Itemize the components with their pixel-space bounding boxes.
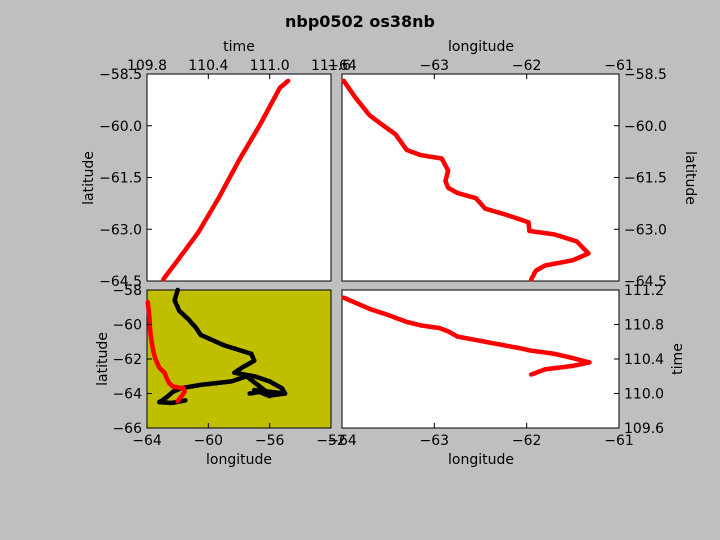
data-points	[161, 78, 291, 282]
panel-map: −64 −60 −56 −52 −58−60−62−64−66 longitude l…	[95, 283, 346, 468]
x-tick-label: −64	[327, 58, 357, 74]
series-0	[341, 78, 591, 282]
data-point	[529, 277, 534, 282]
y-tick-label: −63.0	[624, 222, 667, 238]
y-tick-label: −60	[112, 318, 142, 334]
figure-title: nbp0502 os38nb	[285, 12, 435, 31]
y-tick-label: −64.5	[99, 274, 142, 290]
data-point	[175, 399, 180, 404]
y-axis-label: time	[670, 343, 686, 375]
x-tick-labels: −64 −63 −62 −61	[327, 423, 634, 449]
y-axis-label: latitude	[95, 332, 111, 386]
y-tick-label: −60.0	[624, 119, 667, 135]
y-tick-label: −58	[112, 283, 142, 299]
y-tick-label: −58.5	[99, 67, 142, 83]
x-tick-labels: 109.8 110.4 111.0 111.6	[127, 58, 351, 79]
x-tick-label: 111.6	[311, 58, 351, 74]
y-tick-label: −60.0	[99, 119, 142, 135]
y-tick-label: 111.2	[624, 283, 664, 299]
x-axis-label: longitude	[448, 39, 514, 55]
x-tick-label: 110.4	[188, 58, 228, 74]
x-axis-label: time	[223, 39, 255, 55]
x-tick-label: −61	[604, 433, 634, 449]
panel-lat-vs-lon: −64 −63 −62 −61 −58.5 −60.0 −61.5 −63.0 −64.5 l…	[327, 39, 698, 290]
panel-time-vs-lon: −64 −63 −62 −61 111.2 110.8 110.4 110.0 109.6 l…	[327, 283, 686, 468]
y-tick-label: −64.5	[624, 274, 667, 290]
x-axis-label: longitude	[448, 452, 514, 468]
y-tick-label: 109.6	[624, 421, 664, 437]
y-tick-labels: −58 −60 −62 −64 −66	[112, 283, 152, 437]
plot-area	[341, 73, 620, 282]
data-point	[529, 372, 534, 377]
data-points	[145, 287, 288, 406]
data-points	[341, 78, 591, 282]
x-tick-label: −62	[512, 58, 542, 74]
x-tick-label: −56	[255, 433, 285, 449]
y-tick-label: −63.0	[99, 222, 142, 238]
x-tick-labels: −64 −60 −56 −52	[132, 423, 346, 449]
y-axis-label: latitude	[682, 151, 698, 205]
x-tick-label: −60	[194, 433, 224, 449]
y-tick-label: −58.5	[624, 67, 667, 83]
y-tick-label: −61.5	[99, 171, 142, 187]
x-axis-label: longitude	[206, 452, 272, 468]
data-points	[341, 295, 592, 377]
x-tick-label: −64	[327, 433, 357, 449]
x-tick-label: −62	[512, 433, 542, 449]
series-2	[145, 299, 187, 404]
x-tick-labels: −64 −63 −62 −61	[327, 58, 634, 79]
panel-lat-vs-time: 109.8 110.4 111.0 111.6 −58.5 −60.0 −61.5 −63.…	[81, 39, 351, 290]
y-tick-label: 110.4	[624, 352, 664, 368]
y-tick-labels: −58.5 −60.0 −61.5 −63.0 −64.5	[99, 67, 152, 290]
x-tick-label: −52	[316, 433, 346, 449]
x-tick-label: −63	[420, 58, 450, 74]
x-tick-label: −64	[132, 433, 162, 449]
y-tick-label: −62	[112, 352, 142, 368]
x-tick-label: −63	[420, 433, 450, 449]
y-axis-label: latitude	[81, 151, 97, 205]
series-1	[247, 387, 288, 399]
data-point	[285, 78, 291, 84]
x-tick-label: −61	[604, 58, 634, 74]
x-tick-label: 111.0	[250, 58, 290, 74]
y-tick-label: −61.5	[624, 171, 667, 187]
y-tick-label: −66	[112, 421, 142, 437]
y-tick-labels: −58.5 −60.0 −61.5 −63.0 −64.5	[614, 67, 667, 290]
y-tick-label: 110.8	[624, 318, 664, 334]
series-0	[161, 78, 291, 282]
plot-area	[146, 73, 332, 282]
data-point	[267, 393, 273, 399]
data-point	[183, 398, 188, 403]
map-area	[146, 289, 332, 429]
y-tick-label: 110.0	[624, 387, 664, 403]
y-tick-labels: 111.2 110.8 110.4 110.0 109.6	[614, 283, 664, 437]
series-0	[341, 295, 592, 377]
x-tick-label: 109.8	[127, 58, 167, 74]
y-tick-label: −64	[112, 387, 142, 403]
